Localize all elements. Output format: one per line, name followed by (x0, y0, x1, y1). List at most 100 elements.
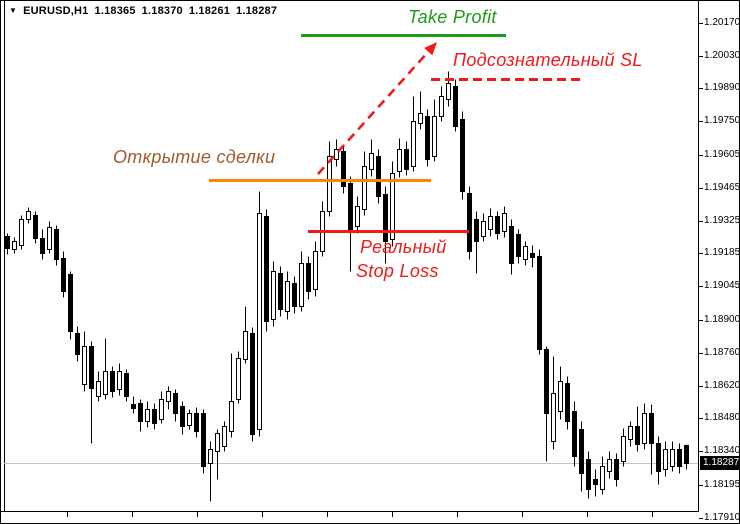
candlestick (362, 151, 367, 216)
candlestick (537, 249, 542, 355)
trade-open-label[interactable]: Открытие сделки (113, 147, 276, 167)
candlestick (173, 389, 178, 422)
quote-close: 1.18287 (236, 5, 278, 17)
candlestick (446, 71, 451, 107)
candlestick (131, 396, 136, 414)
price-tick-label: 1.19465 (704, 182, 740, 193)
candlestick (26, 207, 31, 224)
candlestick (229, 353, 234, 438)
candlestick (390, 161, 395, 247)
candlestick (68, 271, 73, 340)
real-stop-loss-label-line1[interactable]: Реальный (360, 237, 447, 257)
candlestick (467, 186, 472, 260)
candlestick (663, 441, 668, 477)
candlestick (208, 441, 213, 502)
candlestick (670, 441, 675, 472)
candlestick (544, 346, 549, 462)
candlestick (89, 341, 94, 444)
candlestick (369, 139, 374, 177)
candlestick (12, 237, 17, 254)
candlestick (96, 371, 101, 402)
trend-arrow-head[interactable] (424, 42, 437, 56)
candlestick (103, 338, 108, 400)
candlestick (460, 111, 465, 200)
candlestick (383, 186, 388, 264)
candlestick (341, 146, 346, 194)
candlestick (649, 404, 654, 475)
candlestick (642, 403, 647, 450)
candlestick (586, 451, 591, 499)
candlestick (474, 211, 479, 274)
take-profit-label[interactable]: Take Profit (408, 7, 497, 27)
candlestick (607, 451, 612, 479)
real-stop-loss-label-line2[interactable]: Stop Loss (356, 261, 439, 281)
candlestick (124, 369, 129, 402)
candlestick (551, 356, 556, 450)
price-tick-label: 1.20170 (704, 17, 740, 28)
candlestick (222, 421, 227, 452)
current-price-badge: 1.18287 (700, 456, 739, 470)
candlestick (628, 421, 633, 447)
candlestick (187, 409, 192, 430)
candlestick (194, 407, 199, 438)
time-axis[interactable] (1, 511, 698, 523)
trend-arrow[interactable] (317, 50, 430, 175)
subconscious-sl-label[interactable]: Подсознательный SL (453, 50, 643, 70)
quote-bar: ▼ EURUSD,H1 1.18365 1.18370 1.18261 1.18… (9, 5, 277, 17)
candlestick (530, 245, 535, 268)
candlestick (75, 326, 80, 362)
price-tick-label: 1.18480 (704, 412, 740, 423)
candlestick (201, 409, 206, 474)
candlestick (82, 331, 87, 392)
candlestick (418, 91, 423, 130)
price-tick-label: 1.18900 (704, 314, 740, 325)
candlestick (488, 208, 493, 237)
price-tick-label: 1.19325 (704, 215, 740, 226)
candlestick (635, 406, 640, 452)
price-tick-label: 1.18195 (704, 479, 740, 490)
candlestick (334, 139, 339, 167)
quote-open: 1.18365 (94, 5, 136, 17)
candlestick (516, 229, 521, 264)
symbol-triangle-icon: ▼ (9, 6, 18, 15)
price-tick-label: 1.19890 (704, 82, 740, 93)
candlestick (404, 141, 409, 176)
price-tick-label: 1.18620 (704, 380, 740, 391)
candlestick (397, 138, 402, 178)
price-tick-label: 1.18760 (704, 347, 740, 358)
candlestick (425, 109, 430, 167)
candlestick (236, 351, 241, 404)
candlestick (271, 261, 276, 327)
candlestick (285, 271, 290, 320)
candlestick (600, 456, 605, 495)
candlestick (152, 403, 157, 430)
candlestick (621, 428, 626, 467)
candlestick (33, 211, 38, 244)
candlestick (558, 366, 563, 420)
candlestick (684, 444, 689, 470)
candlestick (47, 221, 52, 254)
candlestick (313, 241, 318, 297)
candlestick (117, 363, 122, 396)
price-tick-label: 1.19605 (704, 149, 740, 160)
candlestick (145, 401, 150, 428)
candlestick (565, 376, 570, 430)
candlestick (614, 453, 619, 487)
price-tick-label: 1.18340 (704, 445, 740, 456)
candlestick (19, 215, 24, 250)
candlestick (306, 256, 311, 300)
candlestick (138, 399, 143, 432)
candlestick (579, 421, 584, 492)
candlestick (292, 276, 297, 314)
candlestick (572, 401, 577, 467)
candlestick (299, 251, 304, 312)
price-tick-label: 1.20030 (704, 50, 740, 61)
candlestick (439, 86, 444, 122)
candlestick (411, 96, 416, 172)
candlestick (495, 211, 500, 240)
candlestick (264, 209, 269, 332)
price-axis[interactable]: 1.18287 1.20170 1.20030 1.19890 1.19750 1.19… (698, 1, 740, 523)
candlestick (677, 443, 682, 474)
